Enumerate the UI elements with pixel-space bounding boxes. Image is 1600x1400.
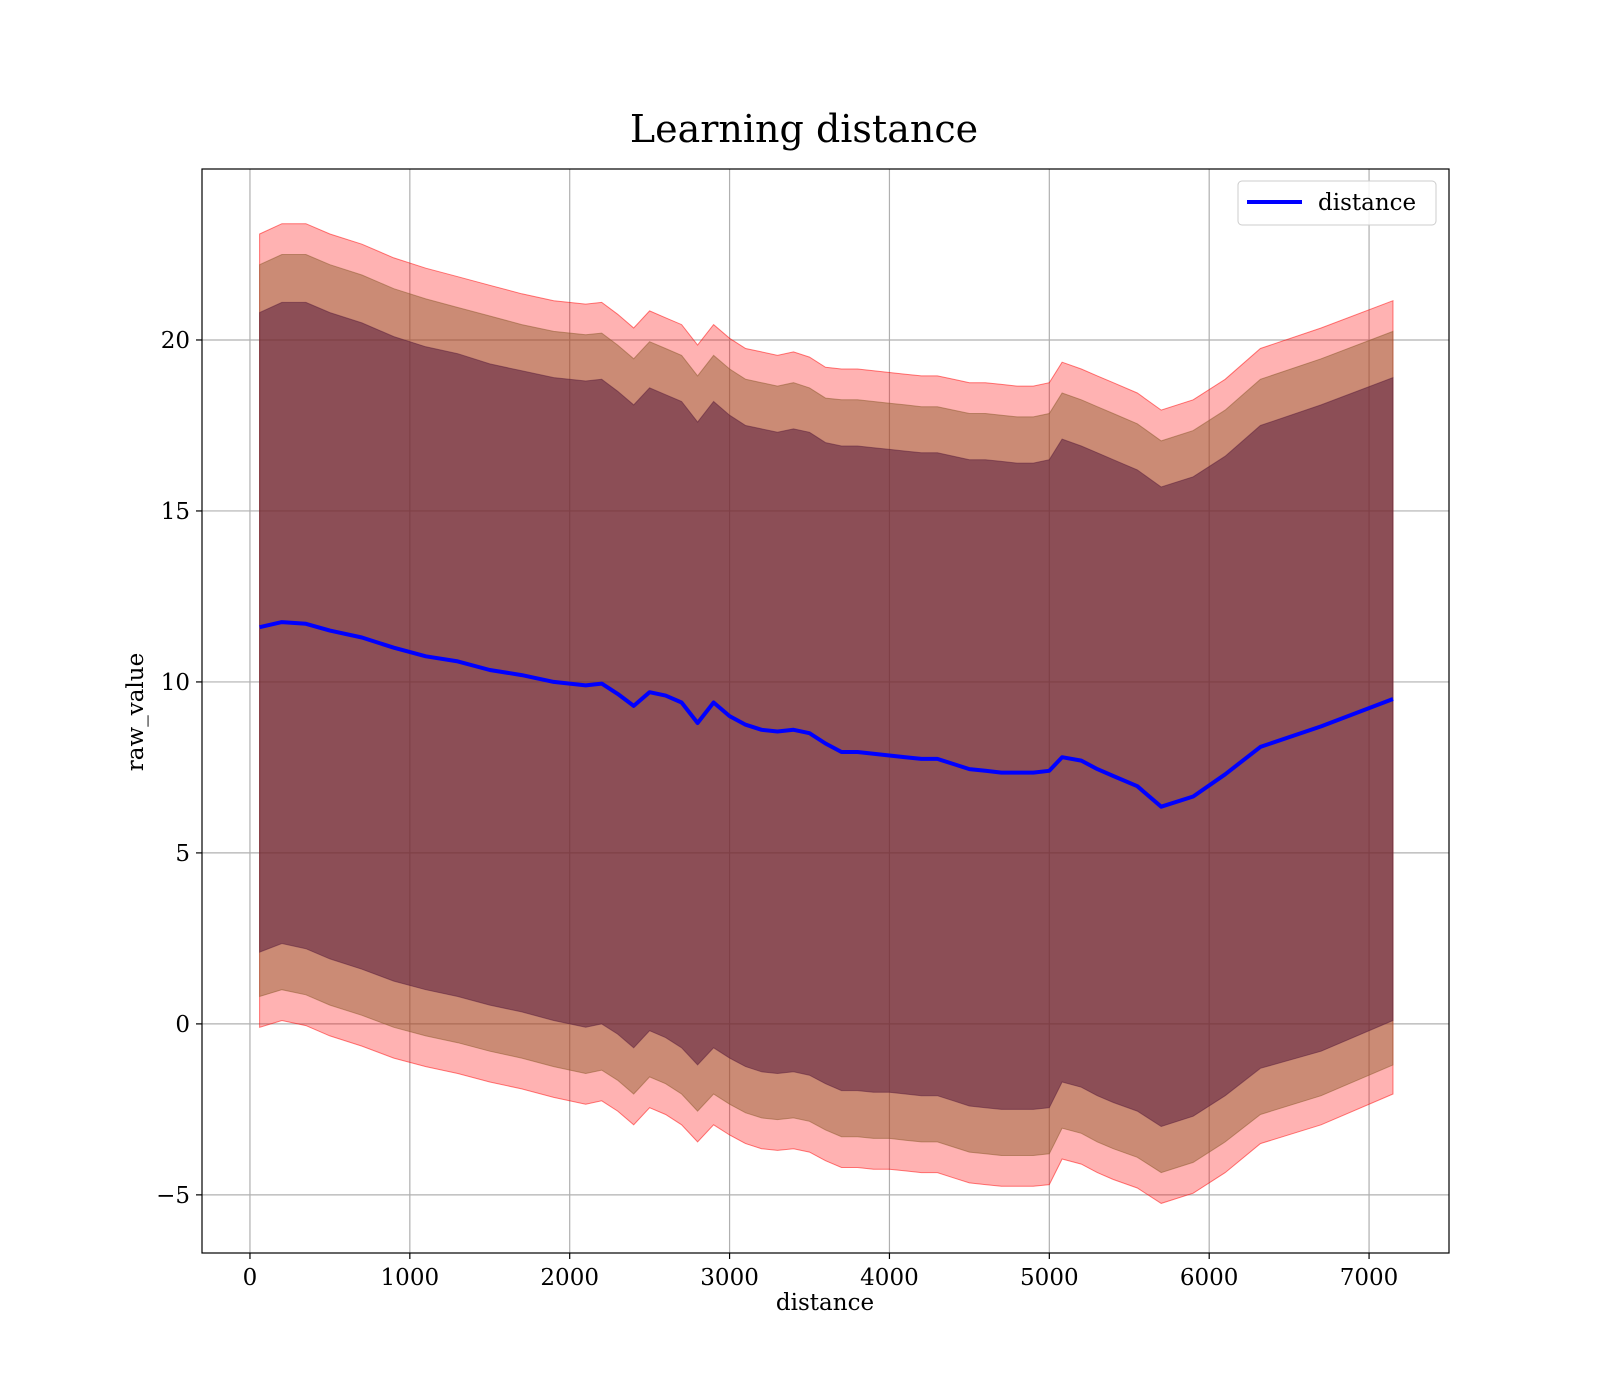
lines-layer bbox=[259, 620, 1394, 809]
legend-label: distance bbox=[1318, 190, 1416, 216]
x-axis-label: distance bbox=[776, 1290, 874, 1316]
series-line-distance bbox=[259, 620, 1394, 809]
y-tick-label: 5 bbox=[175, 841, 190, 867]
bands-layer bbox=[259, 223, 1394, 1204]
x-tick-label: 6000 bbox=[1180, 1265, 1239, 1291]
legend-box bbox=[1237, 180, 1437, 226]
legend: distance bbox=[1237, 180, 1437, 226]
x-tick-label: 3000 bbox=[700, 1265, 759, 1291]
y-tick-label: 15 bbox=[161, 499, 190, 525]
x-tick-label: 2000 bbox=[540, 1265, 599, 1291]
x-tick-label: 7000 bbox=[1340, 1265, 1399, 1291]
x-tick-label: 1000 bbox=[381, 1265, 440, 1291]
chart-title: Learning distance bbox=[630, 107, 978, 151]
band-inner bbox=[259, 301, 1394, 1128]
y-tick-label: 0 bbox=[175, 1012, 190, 1038]
y-axis-label: raw_value bbox=[123, 653, 149, 771]
y-tick-label: 20 bbox=[161, 328, 190, 354]
x-axis-ticks: 0 1000 2000 3000 4000 5000 6000 7000 bbox=[243, 1253, 1399, 1291]
plot-frame bbox=[201, 168, 1450, 1254]
y-tick-label: −5 bbox=[156, 1183, 190, 1209]
x-tick-label: 5000 bbox=[1020, 1265, 1079, 1291]
x-tick-label: 4000 bbox=[860, 1265, 919, 1291]
y-tick-label: 10 bbox=[161, 670, 190, 696]
x-tick-label: 0 bbox=[243, 1265, 258, 1291]
y-axis-ticks: −5 0 5 10 15 20 bbox=[156, 328, 202, 1209]
